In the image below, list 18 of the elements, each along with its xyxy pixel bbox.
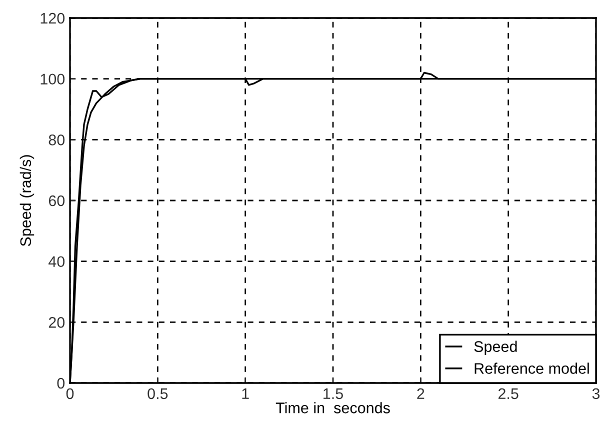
y-tick-label: 20 [48,317,65,328]
x-tick-label: 1 [242,388,249,399]
x-tick-label: 3 [592,388,600,400]
x-tick-label: 2.5 [498,388,518,400]
x-tick-label: 2 [417,388,424,399]
x-tick-label: 1.5 [324,388,343,400]
x-axis-title: Time in seconds [276,402,390,414]
x-tick-label: 0.5 [148,388,168,400]
y-tick-label: 0 [57,378,65,389]
y-tick-label: 60 [48,195,65,206]
legend-label: Speed [474,340,517,356]
y-tick-label: 120 [40,12,65,24]
y-tick-label: 80 [48,134,65,146]
x-tick-label: 0 [66,388,74,400]
y-tick-label: 100 [40,74,65,85]
y-axis-title: Speed (rad/s) [20,155,34,246]
y-tick-label: 40 [48,256,65,268]
legend-label: Reference model [474,362,589,374]
